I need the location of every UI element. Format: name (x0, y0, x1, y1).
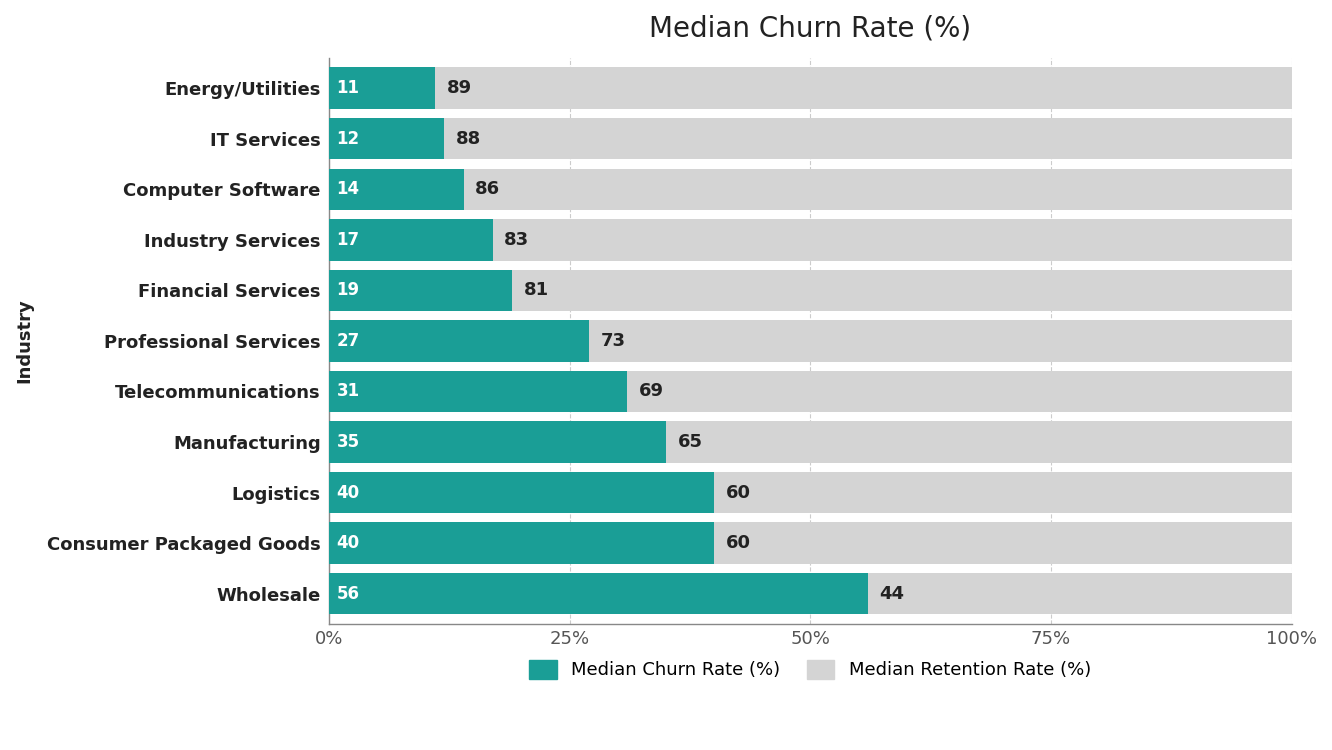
Text: 83: 83 (503, 231, 529, 249)
Bar (329, 370, 1292, 413)
Bar (329, 472, 714, 513)
Bar (329, 573, 868, 614)
Bar (329, 320, 589, 362)
Text: 40: 40 (337, 534, 360, 552)
Text: 89: 89 (446, 80, 472, 98)
Bar (329, 522, 714, 564)
Text: 31: 31 (337, 382, 360, 400)
Text: 69: 69 (639, 382, 663, 400)
Bar (329, 573, 1292, 614)
Bar (329, 522, 1292, 564)
Bar (329, 219, 1292, 260)
Text: 19: 19 (337, 281, 360, 299)
Text: 56: 56 (337, 584, 360, 602)
Text: 81: 81 (523, 281, 549, 299)
Bar (329, 219, 493, 260)
Y-axis label: Industry: Industry (15, 298, 33, 383)
Text: 88: 88 (456, 130, 481, 148)
Bar (329, 68, 1292, 109)
Text: 27: 27 (337, 332, 360, 350)
Bar (329, 472, 1292, 513)
Bar (329, 68, 434, 109)
Text: 60: 60 (726, 534, 750, 552)
Text: 14: 14 (337, 180, 360, 198)
Title: Median Churn Rate (%): Median Churn Rate (%) (649, 15, 971, 43)
Bar (329, 422, 666, 463)
Bar (329, 370, 627, 413)
Text: 73: 73 (601, 332, 626, 350)
Bar (329, 320, 1292, 362)
Bar (329, 269, 1292, 311)
Text: 65: 65 (678, 433, 702, 451)
Text: 40: 40 (337, 484, 360, 502)
Bar (329, 169, 1292, 210)
Text: 11: 11 (337, 80, 360, 98)
Text: 17: 17 (337, 231, 360, 249)
Bar (329, 118, 1292, 160)
Bar (329, 169, 464, 210)
Text: 12: 12 (337, 130, 360, 148)
Bar (329, 422, 1292, 463)
Text: 35: 35 (337, 433, 360, 451)
Bar (329, 269, 511, 311)
Text: 86: 86 (476, 180, 501, 198)
Text: 60: 60 (726, 484, 750, 502)
Legend: Median Churn Rate (%), Median Retention Rate (%): Median Churn Rate (%), Median Retention … (521, 651, 1100, 688)
Bar (329, 118, 445, 160)
Text: 44: 44 (879, 584, 904, 602)
